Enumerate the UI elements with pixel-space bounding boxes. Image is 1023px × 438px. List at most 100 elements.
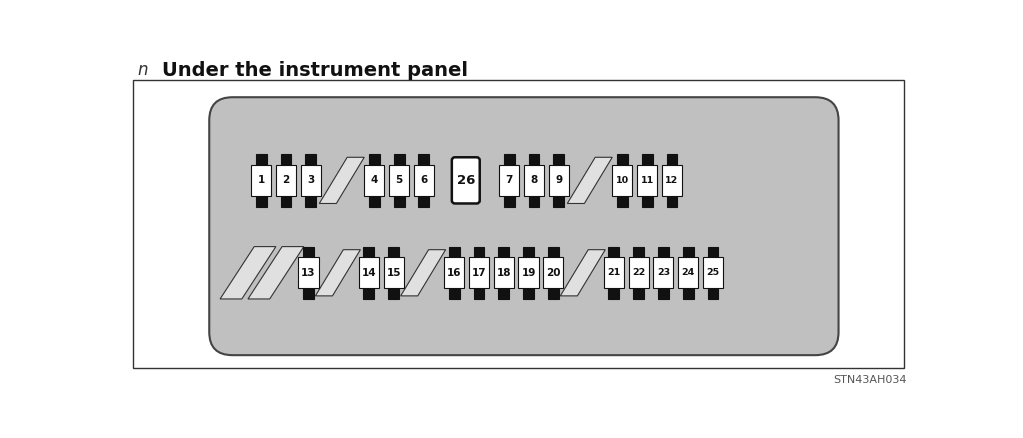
Text: 15: 15 <box>387 268 401 278</box>
Text: Under the instrument panel: Under the instrument panel <box>162 61 468 80</box>
Bar <box>280 196 292 207</box>
Bar <box>543 258 564 288</box>
Bar <box>364 165 385 196</box>
Polygon shape <box>315 250 360 296</box>
Text: 10: 10 <box>616 176 629 185</box>
Bar <box>612 165 632 196</box>
Text: 2: 2 <box>282 175 290 185</box>
Bar <box>474 247 484 258</box>
Bar <box>609 247 619 258</box>
Bar <box>633 288 644 299</box>
Bar <box>256 154 267 165</box>
Bar <box>369 154 380 165</box>
Bar <box>628 258 649 288</box>
Bar <box>678 258 699 288</box>
Polygon shape <box>248 247 304 299</box>
Bar <box>529 154 539 165</box>
Bar <box>494 258 514 288</box>
Bar <box>414 165 434 196</box>
FancyBboxPatch shape <box>210 97 839 355</box>
Text: 25: 25 <box>707 268 719 277</box>
Bar <box>389 247 399 258</box>
Text: 26: 26 <box>456 174 475 187</box>
Bar <box>667 196 677 207</box>
Text: 21: 21 <box>608 268 620 277</box>
Bar <box>498 288 509 299</box>
Bar <box>524 165 544 196</box>
Bar <box>418 196 430 207</box>
FancyBboxPatch shape <box>452 157 480 204</box>
Polygon shape <box>220 247 276 299</box>
Bar <box>251 165 271 196</box>
Bar <box>708 247 718 258</box>
Bar <box>523 247 534 258</box>
Bar <box>658 288 669 299</box>
Bar <box>637 165 657 196</box>
Bar <box>369 196 380 207</box>
Bar <box>662 165 682 196</box>
Bar <box>444 258 464 288</box>
Text: 11: 11 <box>640 176 654 185</box>
Bar <box>523 288 534 299</box>
Text: 8: 8 <box>530 175 538 185</box>
Text: 23: 23 <box>657 268 670 277</box>
Bar <box>633 247 644 258</box>
Bar <box>449 288 459 299</box>
Bar <box>641 154 653 165</box>
Bar <box>363 288 374 299</box>
Bar <box>498 247 509 258</box>
Bar <box>449 247 459 258</box>
Text: 9: 9 <box>555 175 563 185</box>
Bar <box>303 247 314 258</box>
Bar <box>503 154 515 165</box>
Text: 17: 17 <box>472 268 486 278</box>
Bar <box>548 165 569 196</box>
Bar <box>363 247 374 258</box>
Bar <box>553 154 565 165</box>
Bar <box>703 258 723 288</box>
Text: 7: 7 <box>505 175 513 185</box>
Text: 20: 20 <box>546 268 561 278</box>
Text: STN43AH034: STN43AH034 <box>834 375 906 385</box>
Bar <box>305 196 316 207</box>
Bar <box>305 154 316 165</box>
Bar <box>609 288 619 299</box>
Bar <box>708 288 718 299</box>
Text: 13: 13 <box>301 268 316 278</box>
Bar <box>617 196 628 207</box>
Bar <box>499 165 520 196</box>
Bar <box>299 258 318 288</box>
Bar <box>418 154 430 165</box>
Bar <box>548 247 559 258</box>
Bar <box>553 196 565 207</box>
Bar <box>474 288 484 299</box>
Bar <box>359 258 379 288</box>
Bar <box>548 288 559 299</box>
Text: 1: 1 <box>258 175 265 185</box>
Bar <box>519 258 539 288</box>
Bar <box>394 154 404 165</box>
Bar <box>133 80 904 368</box>
Text: 14: 14 <box>361 268 376 278</box>
Text: n: n <box>137 61 147 79</box>
Bar <box>617 154 628 165</box>
Text: 18: 18 <box>496 268 512 278</box>
Text: 22: 22 <box>632 268 646 277</box>
Text: 5: 5 <box>396 175 403 185</box>
Text: 4: 4 <box>370 175 379 185</box>
Bar <box>604 258 624 288</box>
Text: 6: 6 <box>420 175 428 185</box>
Text: 16: 16 <box>447 268 461 278</box>
Bar <box>654 258 673 288</box>
Text: 12: 12 <box>665 176 678 185</box>
Bar <box>276 165 296 196</box>
Bar <box>682 247 694 258</box>
Bar <box>394 196 404 207</box>
Polygon shape <box>319 157 364 204</box>
Bar <box>667 154 677 165</box>
Bar <box>641 196 653 207</box>
Bar <box>389 165 409 196</box>
Bar <box>384 258 404 288</box>
Bar <box>301 165 321 196</box>
Polygon shape <box>568 157 612 204</box>
